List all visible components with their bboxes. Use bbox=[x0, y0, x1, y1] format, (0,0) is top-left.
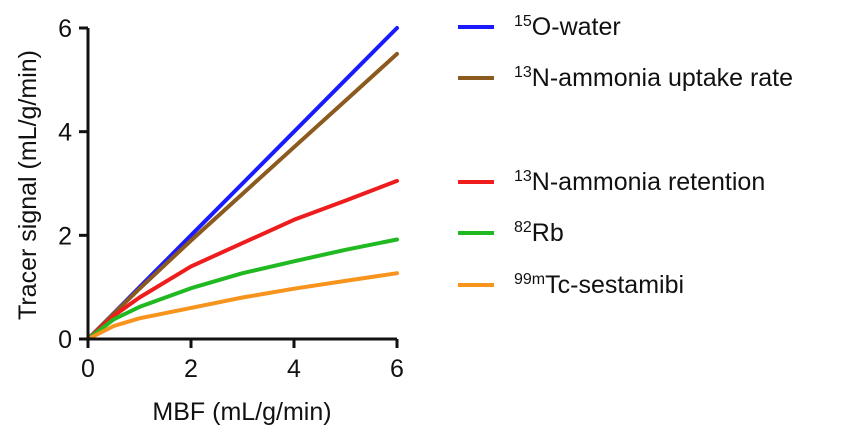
legend-label-2: 13N-ammonia retention bbox=[514, 168, 765, 197]
axes: 0 2 4 6 0 2 4 6 bbox=[58, 15, 404, 383]
legend-swatch-0 bbox=[458, 25, 494, 29]
x-axis-title: MBF (mL/g/min) bbox=[152, 398, 331, 426]
legend-item-2: 13N-ammonia retention bbox=[458, 165, 765, 199]
x-tick-label: 4 bbox=[287, 355, 301, 383]
y-axis-title: Tracer signal (mL/g/min) bbox=[14, 50, 42, 320]
legend-label-text: Rb bbox=[531, 218, 564, 247]
legend-swatch-2 bbox=[458, 180, 494, 184]
y-tick-label: 4 bbox=[58, 119, 72, 147]
legend-swatch-3 bbox=[458, 231, 494, 235]
legend-swatch-1 bbox=[458, 76, 494, 80]
legend-label-superscript: 15 bbox=[514, 12, 532, 30]
plot-lines bbox=[86, 26, 399, 341]
series-line-1 bbox=[86, 51, 399, 341]
legend-label-4: 99mTc-sestamibi bbox=[514, 271, 684, 300]
legend-label-superscript: 99m bbox=[514, 270, 546, 288]
x-tick-label: 6 bbox=[390, 355, 404, 383]
series-line-3 bbox=[86, 237, 399, 341]
y-tick-label: 2 bbox=[58, 222, 72, 250]
legend-label-3: 82Rb bbox=[514, 219, 564, 248]
legend-label-superscript: 82 bbox=[514, 218, 532, 236]
legend-label-text: Tc-sestamibi bbox=[545, 270, 685, 299]
legend-swatch-4 bbox=[458, 283, 494, 287]
y-tick-label: 6 bbox=[58, 15, 72, 43]
legend-label-text: N-ammonia retention bbox=[531, 167, 766, 196]
x-tick-label: 2 bbox=[184, 355, 198, 383]
legend-item-0: 15O-water bbox=[458, 10, 621, 44]
legend-item-3: 82Rb bbox=[458, 216, 564, 250]
series-line-2 bbox=[86, 178, 399, 341]
legend-item-4: 99mTc-sestamibi bbox=[458, 268, 684, 302]
legend-label-0: 15O-water bbox=[514, 13, 621, 42]
legend-item-1: 13N-ammonia uptake rate bbox=[458, 61, 793, 95]
y-tick-label: 0 bbox=[58, 326, 72, 354]
legend-label-superscript: 13 bbox=[514, 63, 532, 81]
legend-label-1: 13N-ammonia uptake rate bbox=[514, 64, 793, 93]
series-line-4 bbox=[86, 271, 399, 341]
legend-label-superscript: 13 bbox=[514, 167, 532, 185]
x-tick-label: 0 bbox=[81, 355, 95, 383]
legend-label-text: O-water bbox=[531, 12, 621, 41]
legend-label-text: N-ammonia uptake rate bbox=[531, 63, 794, 92]
